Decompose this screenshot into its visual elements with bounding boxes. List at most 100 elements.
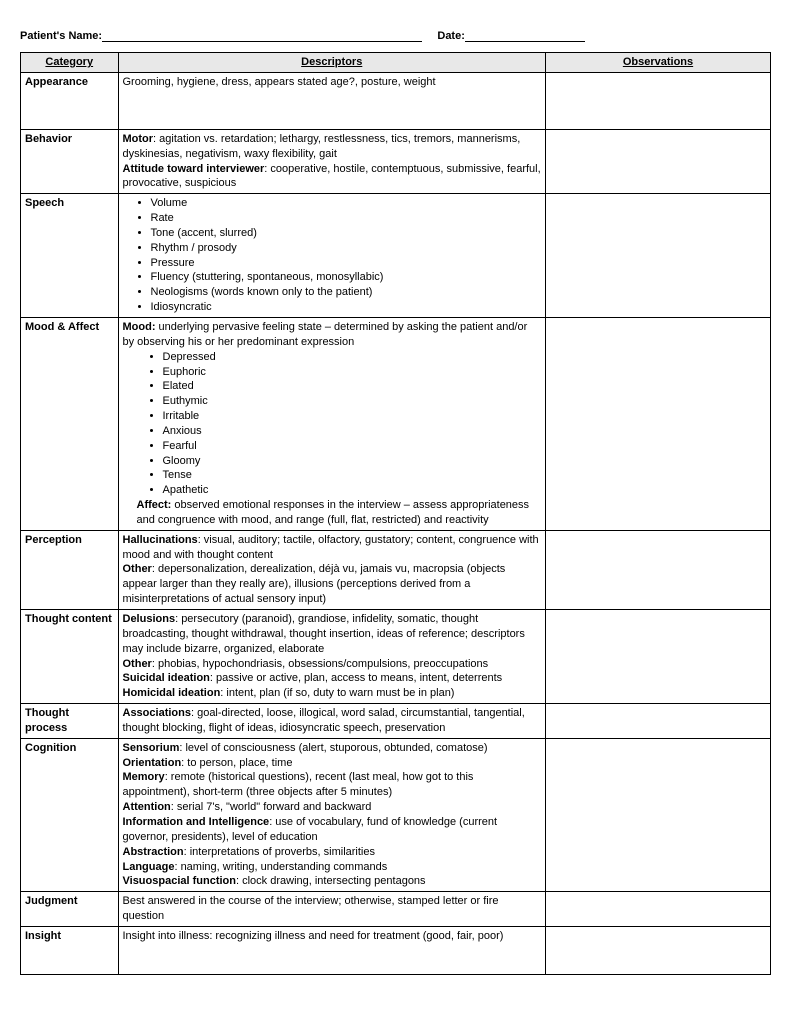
mood-m9: Tense: [163, 468, 542, 483]
form-header: Patient's Name: Date:: [20, 30, 771, 42]
row-perception: Perception Hallucinations: visual, audit…: [21, 530, 771, 609]
obs-behavior[interactable]: [546, 129, 771, 193]
appearance-text: Grooming, hygiene, dress, appears stated…: [123, 76, 436, 88]
mood-m8: Gloomy: [163, 454, 542, 469]
col-observations: Observations: [546, 53, 771, 73]
cat-thought-process: Thought process: [21, 704, 119, 739]
row-appearance: Appearance Grooming, hygiene, dress, app…: [21, 72, 771, 129]
abs-text: : interpretations of proverbs, similarit…: [184, 846, 375, 858]
obs-judgment[interactable]: [546, 892, 771, 927]
obs-perception[interactable]: [546, 530, 771, 609]
mood-m4: Euthymic: [163, 394, 542, 409]
desc-mood: Mood: underlying pervasive feeling state…: [118, 317, 546, 530]
cat-judgment: Judgment: [21, 892, 119, 927]
cat-perception: Perception: [21, 530, 119, 609]
mood-m1: Depressed: [163, 350, 542, 365]
del-label: Delusions: [123, 613, 176, 625]
judgment-text: Best answered in the course of the inter…: [123, 895, 499, 922]
mood-m10: Apathetic: [163, 483, 542, 498]
mem-label: Memory: [123, 771, 165, 783]
patient-name-label: Patient's Name:: [20, 30, 102, 42]
mse-table: Category Descriptors Observations Appear…: [20, 52, 771, 975]
mood-label: Mood:: [123, 321, 156, 333]
desc-thought-process: Associations: goal-directed, loose, illo…: [118, 704, 546, 739]
mood-m2: Euphoric: [163, 365, 542, 380]
mood-m5: Irritable: [163, 409, 542, 424]
obs-insight[interactable]: [546, 926, 771, 974]
speech-b1: Volume: [151, 196, 542, 211]
date-line: [465, 41, 585, 42]
motor-text: : agitation vs. retardation; lethargy, r…: [123, 133, 521, 160]
si-label: Suicidal ideation: [123, 672, 210, 684]
speech-b4: Rhythm / prosody: [151, 241, 542, 256]
perc-other-text: : depersonalization, derealization, déjà…: [123, 563, 506, 605]
vis-text: : clock drawing, intersecting pentagons: [236, 875, 426, 887]
row-thought-process: Thought process Associations: goal-direc…: [21, 704, 771, 739]
si-text: : passive or active, plan, access to mea…: [210, 672, 502, 684]
assoc-label: Associations: [123, 707, 191, 719]
cat-speech: Speech: [21, 194, 119, 318]
date-label: Date:: [437, 30, 465, 42]
tc-other-label: Other: [123, 658, 152, 670]
header-row: Category Descriptors Observations: [21, 53, 771, 73]
mood-text: underlying pervasive feeling state – det…: [123, 321, 528, 348]
desc-behavior: Motor: agitation vs. retardation; lethar…: [118, 129, 546, 193]
lang-text: : naming, writing, understanding command…: [174, 861, 387, 873]
cat-insight: Insight: [21, 926, 119, 974]
mood-m3: Elated: [163, 379, 542, 394]
speech-b8: Idiosyncratic: [151, 300, 542, 315]
del-text: : persecutory (paranoid), grandiose, inf…: [123, 613, 525, 655]
obs-appearance[interactable]: [546, 72, 771, 129]
desc-perception: Hallucinations: visual, auditory; tactil…: [118, 530, 546, 609]
orient-text: : to person, place, time: [181, 757, 292, 769]
speech-b6: Fluency (stuttering, spontaneous, monosy…: [151, 270, 542, 285]
abs-label: Abstraction: [123, 846, 184, 858]
sens-text: : level of consciousness (alert, stuporo…: [179, 742, 487, 754]
row-insight: Insight Insight into illness: recognizin…: [21, 926, 771, 974]
cat-thought-content: Thought content: [21, 610, 119, 704]
lang-label: Language: [123, 861, 175, 873]
row-judgment: Judgment Best answered in the course of …: [21, 892, 771, 927]
row-thought-content: Thought content Delusions: persecutory (…: [21, 610, 771, 704]
cat-behavior: Behavior: [21, 129, 119, 193]
mood-m7: Fearful: [163, 439, 542, 454]
row-speech: Speech Volume Rate Tone (accent, slurred…: [21, 194, 771, 318]
hall-label: Hallucinations: [123, 534, 198, 546]
att-label: Attention: [123, 801, 171, 813]
desc-insight: Insight into illness: recognizing illnes…: [118, 926, 546, 974]
obs-thought-process[interactable]: [546, 704, 771, 739]
desc-thought-content: Delusions: persecutory (paranoid), grand…: [118, 610, 546, 704]
obs-speech[interactable]: [546, 194, 771, 318]
vis-label: Visuospacial function: [123, 875, 237, 887]
cat-appearance: Appearance: [21, 72, 119, 129]
cat-mood: Mood & Affect: [21, 317, 119, 530]
obs-cognition[interactable]: [546, 738, 771, 891]
speech-b5: Pressure: [151, 256, 542, 271]
obs-thought-content[interactable]: [546, 610, 771, 704]
row-cognition: Cognition Sensorium: level of consciousn…: [21, 738, 771, 891]
patient-name-line: [102, 41, 422, 42]
row-behavior: Behavior Motor: agitation vs. retardatio…: [21, 129, 771, 193]
mood-m6: Anxious: [163, 424, 542, 439]
desc-appearance: Grooming, hygiene, dress, appears stated…: [118, 72, 546, 129]
mem-text: : remote (historical questions), recent …: [123, 771, 474, 798]
attitude-label: Attitude toward interviewer: [123, 163, 265, 175]
att-text: : serial 7's, "world" forward and backwa…: [171, 801, 372, 813]
desc-judgment: Best answered in the course of the inter…: [118, 892, 546, 927]
desc-cognition: Sensorium: level of consciousness (alert…: [118, 738, 546, 891]
desc-speech: Volume Rate Tone (accent, slurred) Rhyth…: [118, 194, 546, 318]
speech-b2: Rate: [151, 211, 542, 226]
obs-mood[interactable]: [546, 317, 771, 530]
affect-label: Affect:: [137, 499, 172, 511]
orient-label: Orientation: [123, 757, 182, 769]
hi-label: Homicidal ideation: [123, 687, 221, 699]
sens-label: Sensorium: [123, 742, 180, 754]
col-descriptors: Descriptors: [118, 53, 546, 73]
row-mood: Mood & Affect Mood: underlying pervasive…: [21, 317, 771, 530]
hi-text: : intent, plan (if so, duty to warn must…: [220, 687, 454, 699]
col-category: Category: [21, 53, 119, 73]
insight-text: Insight into illness: recognizing illnes…: [123, 930, 504, 942]
motor-label: Motor: [123, 133, 154, 145]
perc-other-label: Other: [123, 563, 152, 575]
affect-text: observed emotional responses in the inte…: [137, 499, 530, 526]
